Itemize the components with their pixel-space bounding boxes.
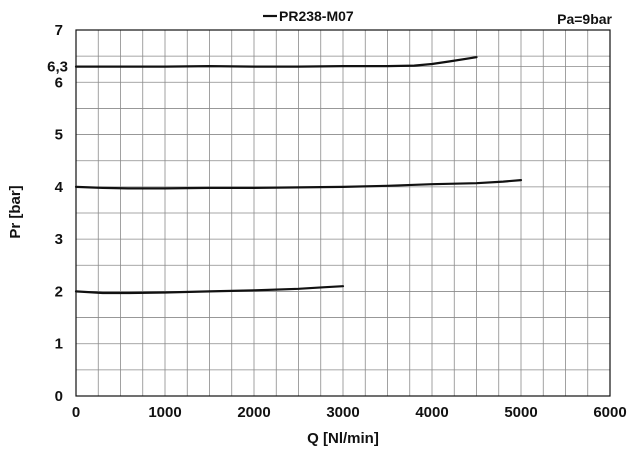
x-tick-label: 2000 bbox=[237, 404, 270, 421]
x-axis-label: Q [Nl/min] bbox=[307, 430, 379, 447]
plot-frame bbox=[75, 29, 611, 397]
series-line-1 bbox=[74, 285, 345, 295]
y-tick-label: 3 bbox=[55, 231, 63, 248]
grid bbox=[76, 30, 610, 396]
supply-pressure-annotation: Pa=9bar bbox=[557, 11, 612, 27]
y-tick-labels: 0 1 2 3 4 5 6 7 6,3 bbox=[47, 22, 68, 405]
y-tick-label: 6 bbox=[55, 74, 63, 91]
x-tick-label: 0 bbox=[72, 404, 80, 421]
y-tick-label-extra: 6,3 bbox=[47, 59, 68, 76]
series-group bbox=[74, 56, 523, 295]
y-tick-label: 1 bbox=[55, 336, 63, 353]
x-tick-label: 4000 bbox=[415, 404, 448, 421]
y-axis-label: Pr [bar] bbox=[7, 185, 24, 238]
x-tick-labels: 0 1000 2000 3000 4000 5000 6000 bbox=[72, 404, 627, 421]
y-tick-label: 7 bbox=[55, 22, 63, 39]
series-line-2 bbox=[74, 179, 523, 190]
y-tick-label: 0 bbox=[55, 388, 63, 405]
y-tick-label: 5 bbox=[55, 127, 63, 144]
y-tick-label: 2 bbox=[55, 283, 63, 300]
series-line-3 bbox=[74, 56, 478, 68]
y-tick-label: 4 bbox=[55, 179, 64, 196]
legend-label: PR238-M07 bbox=[279, 8, 354, 24]
x-tick-label: 1000 bbox=[148, 404, 181, 421]
x-tick-label: 5000 bbox=[504, 404, 537, 421]
x-tick-label: 3000 bbox=[326, 404, 359, 421]
legend: PR238-M07 bbox=[263, 8, 354, 24]
x-tick-label: 6000 bbox=[593, 404, 626, 421]
